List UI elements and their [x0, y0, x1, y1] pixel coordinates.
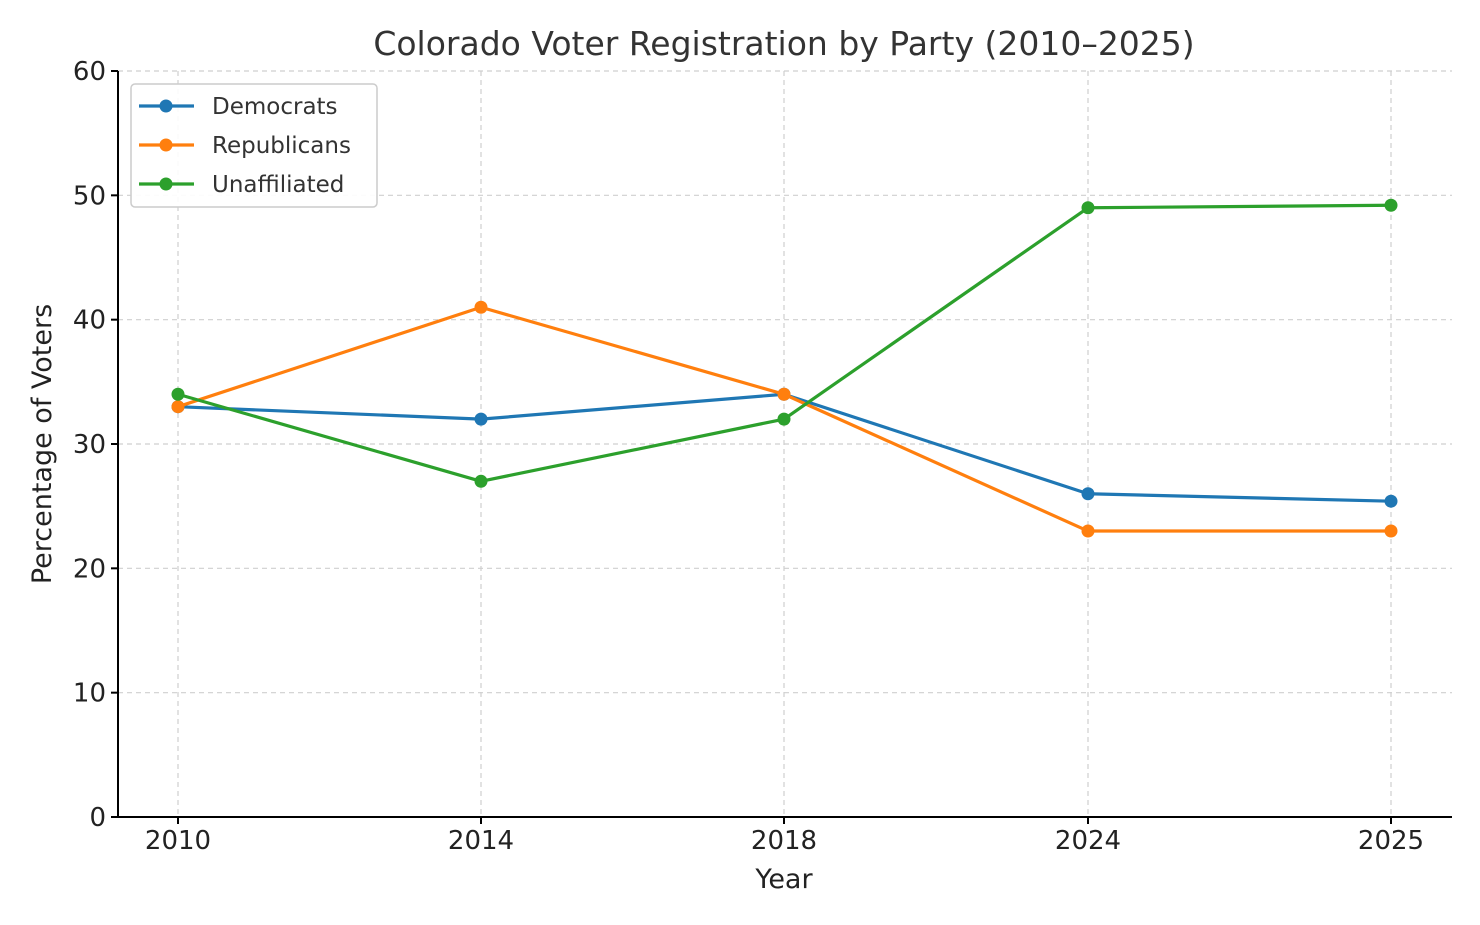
- data-point-republicans: [1081, 524, 1095, 538]
- y-tick-label: 20: [73, 554, 106, 584]
- y-tick-label: 50: [73, 181, 106, 211]
- legend-box: [130, 83, 378, 208]
- y-tick-label: 60: [73, 57, 106, 87]
- data-point-republicans: [171, 400, 185, 414]
- y-tick-label: 0: [89, 803, 106, 833]
- legend-marker-republicans: [159, 138, 173, 152]
- data-point-democrats: [474, 412, 488, 426]
- legend-item-republicans: Republicans: [139, 133, 351, 159]
- x-tick-label: 2025: [1358, 826, 1424, 856]
- x-axis-ticks: 2010 2014 2018 2024 2025: [145, 817, 1424, 856]
- data-point-unaffiliated: [777, 412, 791, 426]
- data-point-unaffiliated: [1081, 201, 1095, 215]
- data-point-democrats: [1384, 494, 1398, 508]
- data-point-republicans: [777, 387, 791, 401]
- data-point-democrats: [1081, 487, 1095, 501]
- y-axis-label: Percentage of Voters: [27, 304, 58, 584]
- data-point-republicans: [474, 300, 488, 314]
- chart-title: Colorado Voter Registration by Party (20…: [373, 24, 1194, 63]
- grid-lines: [118, 70, 1452, 817]
- legend-label-republicans: Republicans: [212, 133, 351, 159]
- legend-marker-unaffiliated: [159, 177, 173, 191]
- x-tick-label: 2018: [751, 826, 817, 856]
- y-tick-label: 40: [73, 306, 106, 336]
- legend-label-unaffiliated: Unaffiliated: [212, 172, 344, 198]
- x-tick-label: 2014: [448, 826, 514, 856]
- data-point-unaffiliated: [171, 387, 185, 401]
- series-unaffiliated: [171, 198, 1398, 488]
- legend-item-unaffiliated: Unaffiliated: [139, 172, 344, 198]
- y-axis-ticks: 0 10 20 30 40 50 60: [73, 57, 118, 833]
- x-tick-label: 2024: [1055, 826, 1121, 856]
- legend: Democrats Republicans Unaffiliated: [130, 83, 378, 208]
- y-tick-label: 30: [73, 430, 106, 460]
- legend-marker-democrats: [159, 99, 173, 113]
- data-point-unaffiliated: [474, 474, 488, 488]
- y-tick-label: 10: [73, 679, 106, 709]
- x-axis-label: Year: [754, 864, 813, 895]
- legend-item-democrats: Democrats: [139, 94, 338, 120]
- data-point-republicans: [1384, 524, 1398, 538]
- x-tick-label: 2010: [145, 826, 211, 856]
- series-layer: [171, 198, 1398, 538]
- series-republicans: [171, 300, 1398, 538]
- legend-label-democrats: Democrats: [212, 94, 338, 120]
- data-point-unaffiliated: [1384, 198, 1398, 212]
